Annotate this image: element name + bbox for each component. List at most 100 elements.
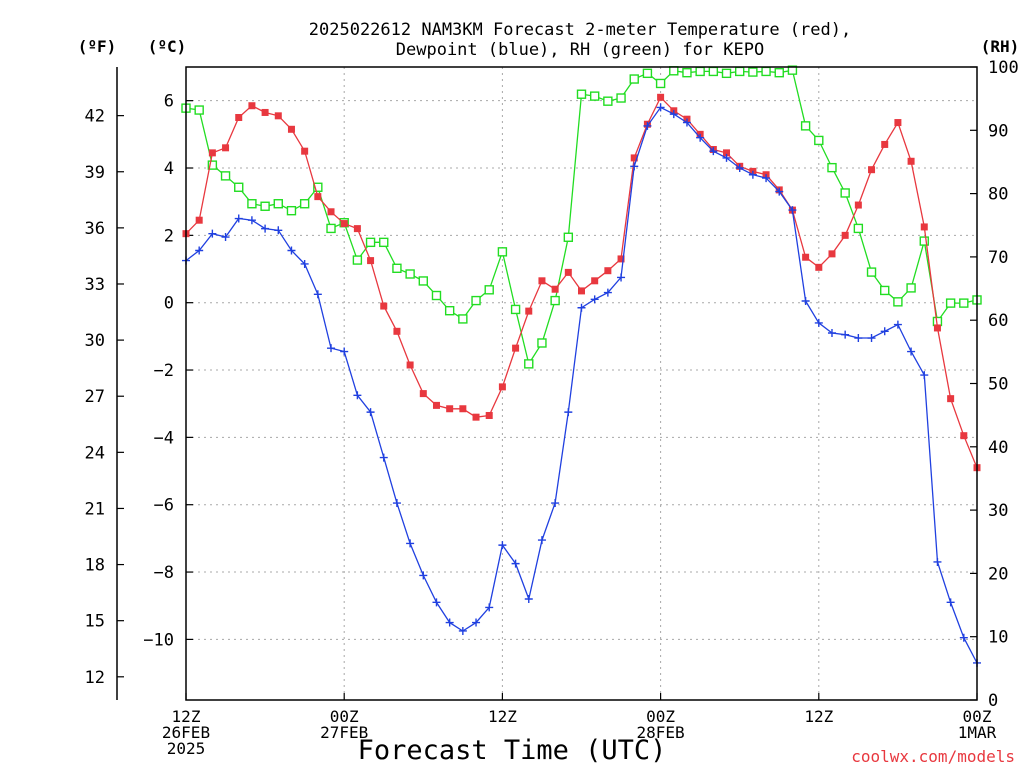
- celsius-tick-label: 2: [164, 226, 174, 246]
- rh-point: [919, 236, 929, 246]
- temperature-point: [947, 395, 955, 403]
- dewpoint-point: [854, 334, 863, 343]
- dewpoint-point: [682, 118, 691, 127]
- rh-point: [418, 276, 428, 286]
- rh-point: [655, 78, 666, 89]
- fahrenheit-tick-label: 18: [85, 556, 105, 576]
- dewpoint-point: [590, 295, 599, 304]
- rh-point: [352, 255, 363, 265]
- fahrenheit-tick-label: 27: [85, 387, 105, 407]
- rh-point: [194, 105, 204, 115]
- series-temperature: [182, 93, 981, 472]
- rh-point: [365, 237, 376, 248]
- temperature-point: [274, 112, 282, 120]
- rh-point: [379, 237, 389, 248]
- dewpoint-point: [537, 536, 546, 545]
- celsius-axis: 6 4 2 0 −2 −4 −6 −8 −10: [143, 92, 193, 650]
- x-tick-label: 00Z: [330, 707, 359, 726]
- temperature-point: [564, 268, 572, 276]
- rh-point: [853, 223, 864, 234]
- rh-point: [471, 295, 481, 306]
- dewpoint-point: [893, 320, 902, 329]
- temperature-point: [657, 93, 665, 101]
- rh-point: [959, 298, 969, 308]
- rh-point: [695, 66, 705, 77]
- dewpoint-point: [643, 121, 652, 130]
- dewpoint-point: [432, 598, 441, 607]
- temperature-point: [222, 144, 230, 152]
- temperature-point: [195, 216, 203, 224]
- rh-point: [260, 201, 270, 211]
- temperature-point: [578, 287, 585, 295]
- fahrenheit-tick-label: 30: [85, 331, 105, 351]
- rh-tick-label: 30: [988, 501, 1008, 521]
- chart-title-line-1: 2025022612 NAM3KM Forecast 2-meter Tempe…: [309, 20, 851, 40]
- dewpoint-point: [208, 229, 217, 238]
- dewpoint-point: [722, 153, 731, 162]
- fahrenheit-tick-label: 36: [85, 219, 105, 239]
- dewpoint-point: [841, 330, 850, 339]
- rh-point: [814, 135, 824, 146]
- dewpoint-point: [880, 327, 889, 336]
- celsius-tick-label: 0: [164, 294, 174, 314]
- temperature-point: [472, 413, 480, 421]
- x-tick-label: 1MAR: [958, 723, 997, 742]
- temperature-point: [630, 154, 638, 162]
- rh-tick-label: 100: [988, 58, 1019, 78]
- temperature-point: [419, 390, 427, 398]
- dewpoint-point: [762, 174, 771, 183]
- x-tick-label: 12Z: [488, 707, 517, 726]
- rh-point: [299, 199, 310, 209]
- x-tick-label: 2025: [167, 739, 206, 758]
- dewpoint-point: [577, 303, 586, 312]
- rh-point: [682, 67, 692, 78]
- dewpoint-point: [234, 214, 243, 223]
- dewpoint-point: [933, 557, 942, 566]
- rh-point: [721, 68, 732, 79]
- credit-text: coolwx.com/models: [851, 747, 1015, 766]
- rh-point: [326, 223, 336, 234]
- temperature-point: [301, 147, 309, 155]
- x-tick-label: 00Z: [963, 707, 992, 726]
- temperature-point: [841, 231, 849, 239]
- rh-point: [708, 66, 719, 77]
- rh-point: [945, 298, 956, 308]
- rh-point: [603, 96, 613, 106]
- temperature-point: [367, 257, 375, 265]
- rh-tick-label: 50: [988, 375, 1008, 395]
- celsius-tick-label: −10: [143, 630, 174, 650]
- dewpoint-point: [366, 408, 375, 417]
- celsius-tick-label: −2: [154, 361, 174, 381]
- dewpoint-point: [788, 206, 797, 215]
- dewpoint-point: [946, 598, 955, 607]
- rh-point: [510, 304, 521, 315]
- rh-tick-label: 70: [988, 248, 1008, 268]
- dewpoint-point: [827, 328, 836, 337]
- temperature-point: [248, 102, 256, 110]
- fahrenheit-tick-label: 21: [85, 499, 105, 519]
- rh-point: [840, 188, 850, 198]
- rh-point: [550, 295, 560, 306]
- dewpoint-point: [907, 347, 916, 356]
- fahrenheit-tick-label: 12: [85, 668, 105, 688]
- temperature-point: [960, 432, 968, 440]
- chart-title-line-2: Dewpoint (blue), RH (green) for KEPO: [396, 40, 764, 60]
- rh-point: [866, 267, 877, 277]
- fahrenheit-tick-label: 42: [85, 107, 105, 127]
- x-tick-label: 28FEB: [637, 723, 685, 742]
- x-axis-title: Forecast Time (UTC): [358, 735, 667, 766]
- dewpoint-point: [406, 539, 415, 548]
- temperature-point: [512, 344, 520, 352]
- temperature-point: [498, 383, 506, 391]
- rh-point: [207, 160, 218, 170]
- rh-point: [893, 297, 903, 307]
- temperature-point: [380, 302, 388, 310]
- rh-point: [392, 263, 402, 273]
- series-layer: [181, 65, 982, 667]
- temperature-point: [828, 250, 836, 258]
- rh-point: [669, 66, 679, 76]
- dewpoint-point: [696, 133, 705, 142]
- rh-point: [735, 66, 745, 77]
